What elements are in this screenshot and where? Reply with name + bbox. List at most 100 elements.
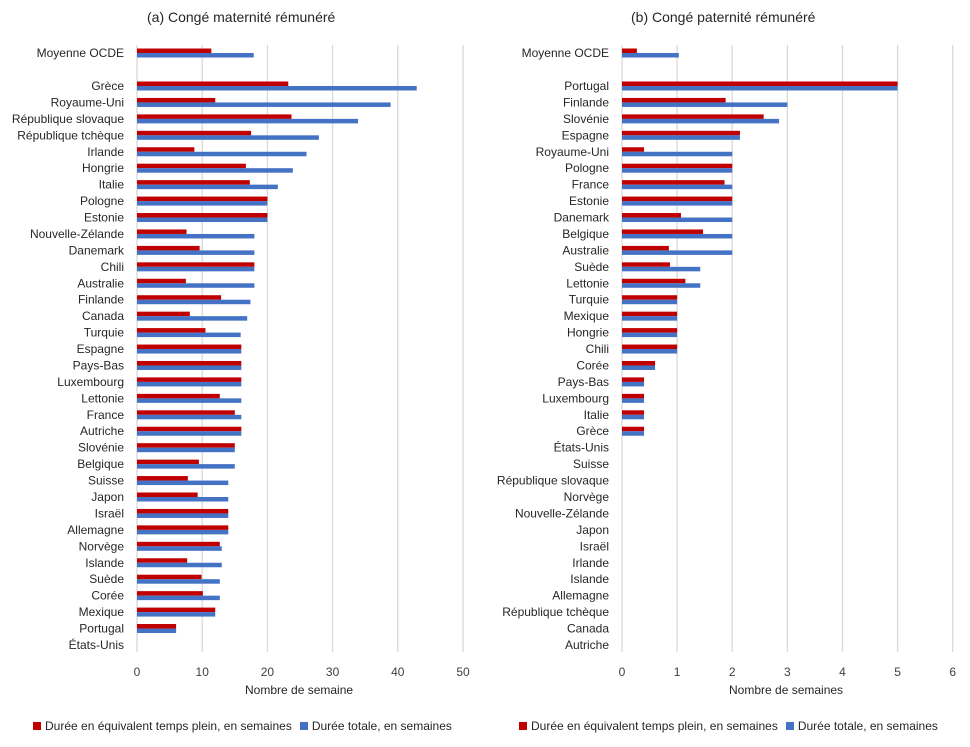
category-label: Corée [576, 358, 609, 372]
bar-fte [137, 574, 202, 580]
category-label: Suède [574, 260, 609, 274]
category-label: Royaume-Uni [536, 145, 609, 159]
legend-swatch-red [519, 722, 527, 730]
bar-fte [622, 328, 678, 333]
category-label: Irlande [572, 556, 609, 570]
legend-item-total: Durée totale, en semaines [299, 719, 452, 733]
bar-fte [137, 295, 222, 300]
category-label: Portugal [564, 79, 609, 93]
category-label: Moyenne OCDE [37, 46, 124, 60]
maternity-leave-chart: 0 10 20 30 40 50 Moyenne OCDE Grèce Royaume-Uni R… [12, 45, 470, 679]
bar-fte [137, 410, 235, 415]
bar-total [137, 349, 242, 354]
legend-swatch-blue [785, 722, 794, 730]
bar-fte [622, 163, 733, 169]
bar-total [622, 184, 733, 190]
category-label: Autriche [565, 638, 609, 652]
category-label: États-Unis [554, 440, 609, 455]
paternity-leave-panel: (b) Congé paternité rémunéré 0 1 2 3 4 5 6 Moye… [480, 0, 970, 747]
category-label: Norvège [564, 490, 610, 504]
category-label: Chili [101, 260, 124, 274]
bar-total [137, 217, 268, 223]
category-label: Pologne [565, 161, 609, 175]
bar-total [622, 349, 678, 354]
bar-fte [622, 130, 740, 136]
category-label: Hongrie [82, 161, 124, 175]
x-tick-label: 0 [619, 665, 626, 679]
category-label: Israël [95, 506, 124, 520]
bar-total [622, 217, 733, 223]
bar-total [137, 579, 220, 584]
x-tick-label: 5 [894, 665, 901, 679]
x-tick-label: 10 [196, 665, 210, 679]
bar-total [622, 151, 733, 157]
bar-fte [622, 97, 726, 103]
category-label: Nouvelle-Zélande [30, 227, 124, 241]
category-label: Estonie [569, 194, 609, 208]
bar-total [622, 266, 701, 272]
x-tick-label: 6 [949, 665, 956, 679]
category-label: Pays-Bas [73, 358, 124, 372]
bar-fte [622, 426, 645, 432]
bar-total [622, 135, 740, 140]
bar-total [622, 299, 678, 305]
bar-total [137, 628, 177, 634]
category-label: États-Unis [69, 637, 124, 652]
bar-fte [137, 492, 198, 497]
bar-total [137, 529, 229, 535]
bar-fte [622, 360, 656, 366]
legend-label: Durée en équivalent temps plein, en sema… [531, 719, 778, 733]
category-label: Suède [89, 572, 124, 586]
bar-total [137, 135, 319, 140]
x-tick-label: 20 [261, 665, 275, 679]
legend-swatch-red [33, 722, 41, 730]
category-label: Allemagne [552, 589, 609, 603]
bar-total [622, 168, 733, 173]
category-label: Israël [580, 539, 609, 553]
bar-total [137, 266, 255, 272]
paternity-leave-chart: 0 1 2 3 4 5 6 Moyenne OCDE Portugal Finlande Slové… [497, 45, 956, 679]
bar-total [137, 102, 391, 107]
bar-fte [622, 311, 678, 317]
bar-fte [622, 213, 681, 218]
category-label: Corée [91, 589, 124, 603]
category-label: Chili [586, 342, 609, 356]
category-label: Turquie [84, 326, 125, 340]
bar-fte [137, 344, 242, 350]
x-axis-title: Nombre de semaine [245, 683, 354, 697]
bar-fte [137, 213, 268, 218]
bar-total [137, 168, 293, 173]
bar-fte [622, 245, 669, 251]
bar-total [622, 201, 733, 206]
bar-fte [137, 393, 220, 399]
category-label: Australie [77, 276, 124, 290]
bar-total [137, 118, 359, 124]
bar-total [137, 250, 255, 255]
bar-total [622, 316, 678, 321]
bar-fte [622, 229, 704, 234]
category-label: Allemagne [67, 523, 124, 537]
bar-fte [622, 147, 645, 152]
category-label: Hongrie [567, 326, 609, 340]
category-label: Italie [99, 178, 125, 192]
category-label: Belgique [562, 227, 609, 241]
category-label: Islande [570, 572, 609, 586]
bar-total [137, 464, 235, 469]
category-label: Finlande [78, 293, 124, 307]
category-label: Lettonie [566, 276, 609, 290]
legend-label: Durée totale, en semaines [797, 719, 938, 733]
bar-total [137, 233, 255, 239]
bar-total [622, 365, 656, 370]
bar-fte [137, 114, 292, 119]
bar-fte [137, 48, 212, 53]
legend-item-fte: Durée en équivalent temps plein, en sema… [33, 719, 292, 733]
legend-label: Durée totale, en semaines [311, 719, 452, 733]
bar-total [137, 316, 248, 321]
legend-item-total: Durée totale, en semaines [785, 719, 938, 733]
bar-fte [137, 97, 216, 103]
bar-fte [137, 196, 268, 202]
bar-fte [137, 81, 289, 86]
bar-fte [622, 196, 733, 202]
legend-swatch-blue [299, 722, 308, 730]
category-label: Suisse [88, 474, 124, 488]
